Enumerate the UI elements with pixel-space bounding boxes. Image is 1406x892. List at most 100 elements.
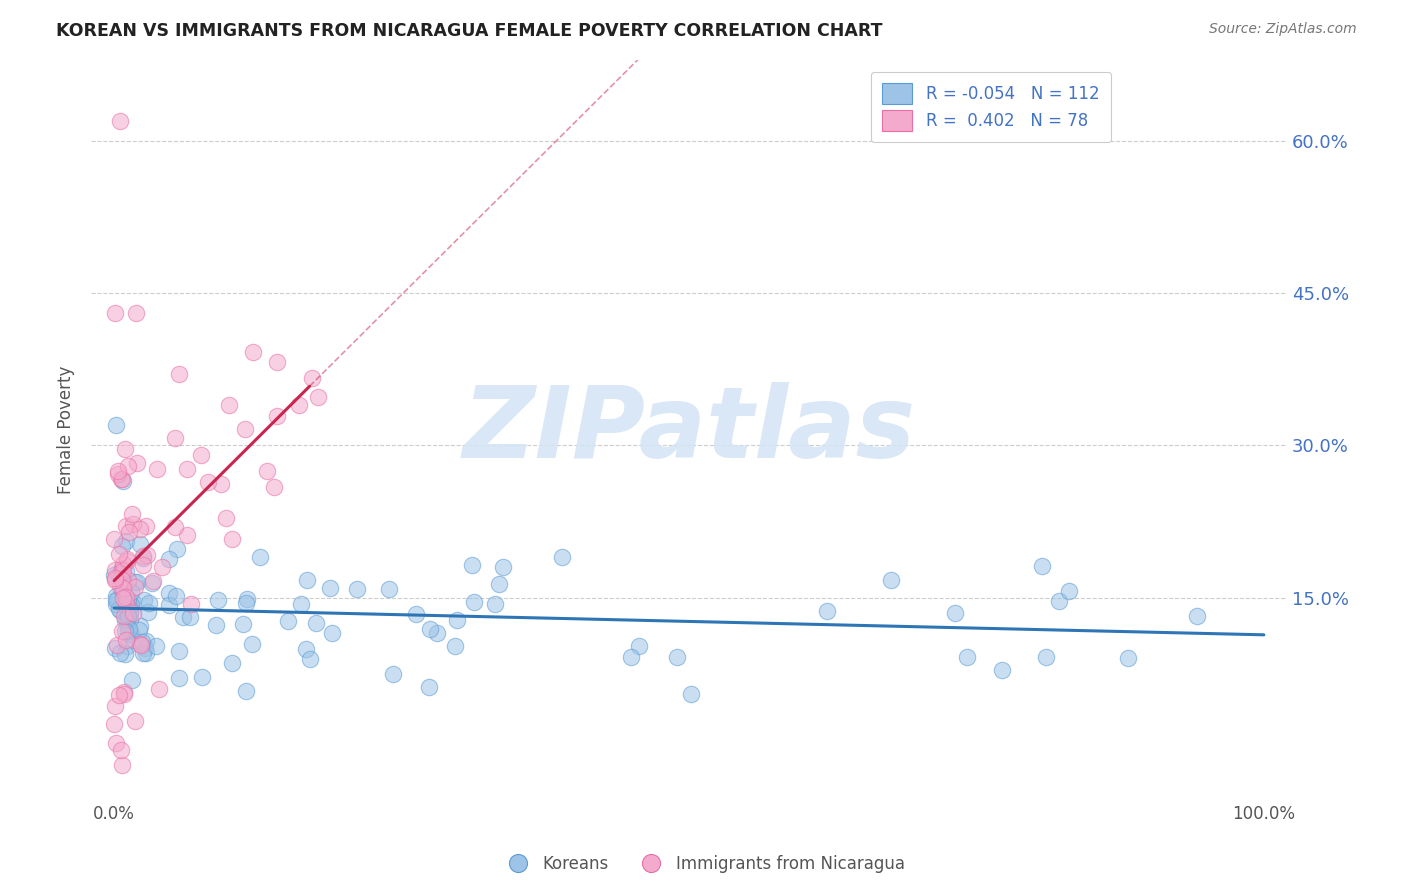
- Point: [103, 568, 125, 582]
- Point: [463, 595, 485, 609]
- Point: [446, 613, 468, 627]
- Point: [104, 306, 127, 320]
- Point: [107, 464, 129, 478]
- Point: [110, 743, 132, 757]
- Point: [991, 663, 1014, 677]
- Point: [103, 532, 125, 546]
- Point: [620, 649, 643, 664]
- Point: [307, 390, 329, 404]
- Point: [263, 480, 285, 494]
- Point: [121, 594, 143, 608]
- Legend: R = -0.054   N = 112, R =  0.402   N = 78: R = -0.054 N = 112, R = 0.402 N = 78: [870, 71, 1111, 143]
- Point: [124, 574, 146, 589]
- Point: [319, 581, 342, 595]
- Point: [120, 627, 142, 641]
- Point: [108, 603, 131, 617]
- Point: [110, 113, 132, 128]
- Point: [129, 618, 152, 632]
- Point: [118, 612, 141, 626]
- Point: [163, 431, 186, 445]
- Point: [148, 681, 170, 696]
- Point: [120, 606, 142, 620]
- Point: [236, 591, 259, 606]
- Point: [134, 641, 156, 656]
- Point: [104, 597, 127, 611]
- Point: [114, 687, 136, 701]
- Y-axis label: Female Poverty: Female Poverty: [58, 366, 75, 494]
- Point: [104, 571, 127, 585]
- Point: [110, 472, 132, 486]
- Point: [108, 579, 131, 593]
- Point: [114, 590, 136, 604]
- Point: [131, 635, 153, 649]
- Point: [277, 614, 299, 628]
- Point: [115, 554, 138, 568]
- Point: [118, 622, 141, 636]
- Point: [304, 615, 326, 630]
- Point: [132, 593, 155, 607]
- Point: [128, 536, 150, 550]
- Point: [111, 574, 134, 588]
- Point: [176, 461, 198, 475]
- Point: [120, 585, 142, 599]
- Point: [115, 565, 138, 579]
- Point: [122, 516, 145, 531]
- Point: [1187, 608, 1209, 623]
- Point: [117, 592, 139, 607]
- Point: [299, 652, 322, 666]
- Point: [145, 462, 167, 476]
- Point: [815, 604, 838, 618]
- Point: [176, 528, 198, 542]
- Point: [104, 640, 127, 655]
- Point: [112, 591, 135, 606]
- Point: [207, 592, 229, 607]
- Point: [131, 558, 153, 572]
- Point: [129, 638, 152, 652]
- Point: [128, 637, 150, 651]
- Point: [127, 574, 149, 589]
- Point: [461, 558, 484, 572]
- Point: [117, 624, 139, 639]
- Point: [218, 398, 240, 412]
- Point: [681, 687, 703, 701]
- Text: KOREAN VS IMMIGRANTS FROM NICARAGUA FEMALE POVERTY CORRELATION CHART: KOREAN VS IMMIGRANTS FROM NICARAGUA FEMA…: [56, 22, 883, 40]
- Point: [108, 688, 131, 702]
- Point: [180, 598, 202, 612]
- Point: [169, 671, 191, 685]
- Point: [107, 602, 129, 616]
- Point: [165, 589, 187, 603]
- Point: [117, 458, 139, 473]
- Point: [209, 476, 232, 491]
- Point: [117, 600, 139, 615]
- Point: [111, 474, 134, 488]
- Point: [120, 598, 142, 612]
- Point: [114, 633, 136, 648]
- Point: [249, 549, 271, 564]
- Point: [142, 574, 165, 588]
- Point: [381, 667, 404, 681]
- Point: [943, 607, 966, 621]
- Point: [121, 507, 143, 521]
- Point: [104, 736, 127, 750]
- Point: [1116, 650, 1139, 665]
- Point: [110, 539, 132, 553]
- Point: [108, 568, 131, 582]
- Point: [107, 638, 129, 652]
- Point: [1031, 559, 1053, 574]
- Point: [197, 475, 219, 489]
- Point: [145, 639, 167, 653]
- Point: [426, 626, 449, 640]
- Point: [121, 673, 143, 687]
- Point: [111, 582, 134, 597]
- Point: [550, 550, 572, 565]
- Point: [235, 684, 257, 698]
- Point: [117, 639, 139, 653]
- Point: [190, 448, 212, 462]
- Point: [215, 511, 238, 525]
- Point: [114, 596, 136, 610]
- Point: [104, 574, 127, 588]
- Point: [103, 716, 125, 731]
- Point: [107, 593, 129, 607]
- Point: [104, 563, 127, 577]
- Point: [127, 456, 149, 470]
